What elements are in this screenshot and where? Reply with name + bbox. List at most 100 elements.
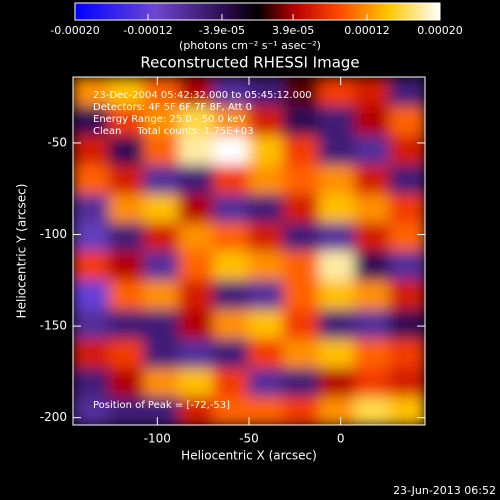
- heatmap-cell: [143, 194, 180, 224]
- heatmap-cell: [143, 106, 180, 137]
- heatmap-cell: [178, 368, 215, 398]
- heatmap-cell: [178, 77, 215, 108]
- heatmap-cell: [282, 194, 320, 224]
- heatmap-cell: [108, 106, 145, 137]
- colorbar-tick-label: 0.00020: [417, 24, 463, 37]
- heatmap: [73, 77, 425, 425]
- heatmap-cell: [354, 309, 391, 340]
- heatmap-cell: [213, 194, 250, 224]
- heatmap-cell: [73, 280, 110, 311]
- heatmap-cell: [282, 222, 320, 252]
- y-tick-label: -200: [40, 410, 67, 424]
- colorbar-label: (photons cm⁻² s⁻¹ asec⁻²): [179, 39, 321, 52]
- heatmap-cell: [178, 396, 215, 425]
- heatmap-cell: [354, 280, 391, 311]
- heatmap-cell: [143, 396, 180, 425]
- heatmap-cell: [248, 309, 284, 340]
- heatmap-cell: [282, 309, 320, 340]
- heatmap-cell: [282, 396, 320, 425]
- heatmap-cell: [389, 222, 425, 252]
- x-axis-label: Heliocentric X (arcsec): [181, 449, 317, 463]
- heatmap-cell: [248, 77, 284, 108]
- heatmap-cell: [389, 338, 425, 370]
- heatmap-cell: [389, 309, 425, 340]
- annotation: Clean Total counts: 1.75E+03: [93, 126, 253, 137]
- heatmap-cell: [318, 106, 356, 137]
- heatmap-cell: [213, 251, 250, 282]
- heatmap-cell: [248, 338, 284, 370]
- heatmap-cell: [143, 135, 180, 166]
- heatmap-cell: [143, 338, 180, 370]
- heatmap-cell: [108, 194, 145, 224]
- heatmap-cell: [213, 338, 250, 370]
- heatmap-cell: [318, 135, 356, 166]
- heatmap-cell: [318, 164, 356, 196]
- heatmap-cell: [389, 77, 425, 108]
- heatmap-cell: [389, 106, 425, 137]
- colorbar: [74, 2, 441, 21]
- heatmap-cell: [354, 106, 391, 137]
- heatmap-cell: [73, 368, 110, 398]
- heatmap-cell: [213, 135, 250, 166]
- heatmap-cell: [108, 222, 145, 252]
- heatmap-cell: [73, 396, 110, 425]
- heatmap-cell: [178, 222, 215, 252]
- heatmap-cell: [389, 164, 425, 196]
- heatmap-cell: [73, 309, 110, 340]
- heatmap-cell: [108, 338, 145, 370]
- heatmap-cell: [389, 396, 425, 425]
- heatmap-cell: [73, 164, 110, 196]
- heatmap-cell: [318, 280, 356, 311]
- heatmap-cell: [73, 251, 110, 282]
- heatmap-cell: [389, 368, 425, 398]
- heatmap-cell: [108, 164, 145, 196]
- heatmap-cell: [143, 368, 180, 398]
- heatmap-cell: [354, 164, 391, 196]
- heatmap-cell: [213, 77, 250, 108]
- heatmap-cell: [178, 135, 215, 166]
- colorbar-tick-label: -0.00012: [123, 24, 172, 37]
- heatmap-cell: [354, 368, 391, 398]
- heatmap-cell: [248, 368, 284, 398]
- heatmap-cell: [318, 251, 356, 282]
- heatmap-cell: [213, 280, 250, 311]
- heatmap-cell: [282, 251, 320, 282]
- heatmap-cell: [248, 135, 284, 166]
- annotation: Energy Range: 25.0 - 50.0 keV: [93, 114, 246, 125]
- heatmap-cell: [213, 222, 250, 252]
- heatmap-cell: [178, 194, 215, 224]
- heatmap-cell: [108, 251, 145, 282]
- heatmap-cell: [318, 396, 356, 425]
- heatmap-cell: [143, 251, 180, 282]
- heatmap-cell: [73, 106, 110, 137]
- heatmap-cell: [108, 135, 145, 166]
- heatmap-cell: [248, 106, 284, 137]
- heatmap-cell: [178, 251, 215, 282]
- heatmap-cell: [248, 194, 284, 224]
- heatmap-cell: [354, 135, 391, 166]
- heatmap-cell: [389, 194, 425, 224]
- heatmap-cell: [318, 309, 356, 340]
- timestamp: 23-Jun-2013 06:52: [393, 484, 496, 497]
- heatmap-cell: [73, 222, 110, 252]
- heatmap-cell: [73, 135, 110, 166]
- heatmap-cell: [143, 280, 180, 311]
- x-tick-label: 0: [337, 432, 345, 446]
- heatmap-cell: [143, 77, 180, 108]
- colorbar-tick-label: 0.00012: [344, 24, 390, 37]
- heatmap-cell: [213, 396, 250, 425]
- heatmap-cell: [389, 251, 425, 282]
- heatmap-cell: [248, 396, 284, 425]
- heatmap-cell: [213, 309, 250, 340]
- heatmap-cell: [248, 251, 284, 282]
- heatmap-cell: [213, 164, 250, 196]
- heatmap-cell: [282, 368, 320, 398]
- heatmap-cell: [108, 309, 145, 340]
- x-tick-label: -100: [144, 432, 171, 446]
- heatmap-cell: [73, 194, 110, 224]
- heatmap-cell: [282, 77, 320, 108]
- heatmap-cell: [318, 194, 356, 224]
- heatmap-cell: [178, 164, 215, 196]
- heatmap-cell: [354, 77, 391, 108]
